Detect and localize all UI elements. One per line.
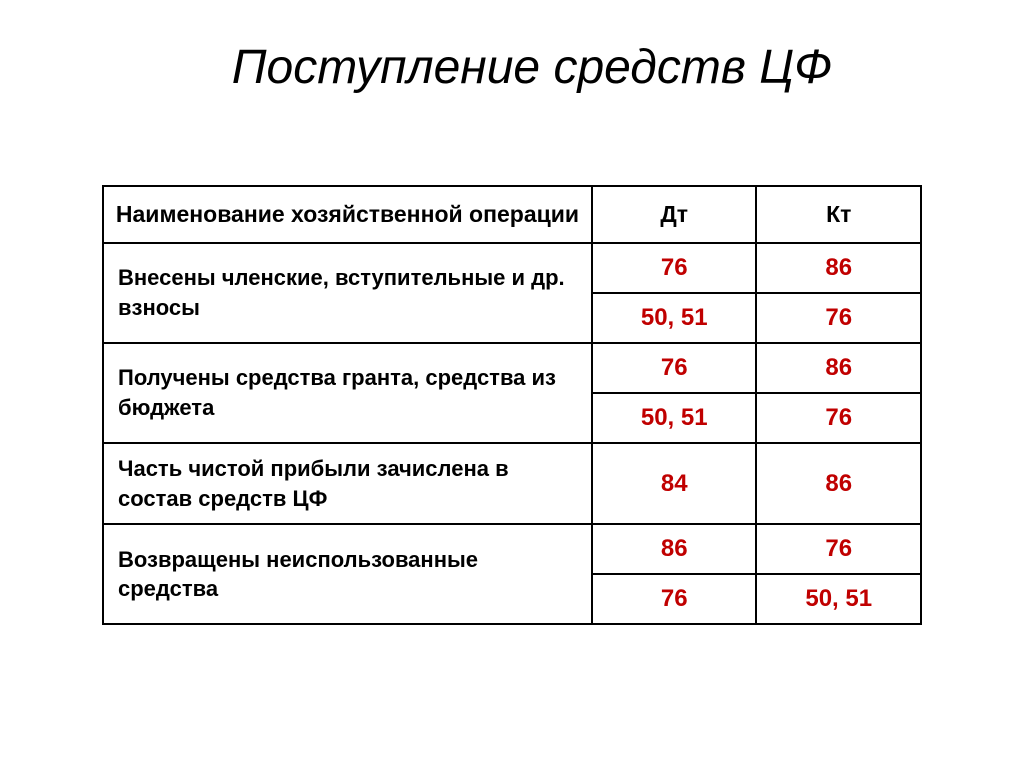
- kt-cell: 86: [756, 443, 921, 524]
- table-header-row: Наименование хозяйственной операции Дт К…: [103, 186, 921, 243]
- table-container: Наименование хозяйственной операции Дт К…: [102, 185, 922, 625]
- header-operation: Наименование хозяйственной операции: [103, 186, 592, 243]
- operation-cell: Возвращены неиспользованные средства: [103, 524, 592, 624]
- table-row: Внесены членские, вступительные и др. вз…: [103, 243, 921, 293]
- header-dt: Дт: [592, 186, 757, 243]
- dt-cell: 86: [592, 524, 757, 574]
- operation-cell: Часть чистой прибыли зачислена в состав …: [103, 443, 592, 524]
- dt-cell: 76: [592, 343, 757, 393]
- kt-cell: 86: [756, 343, 921, 393]
- dt-cell: 84: [592, 443, 757, 524]
- header-kt: Кт: [756, 186, 921, 243]
- table-row: Возвращены неиспользованные средства 86 …: [103, 524, 921, 574]
- dt-cell: 50, 51: [592, 293, 757, 343]
- table-row: Часть чистой прибыли зачислена в состав …: [103, 443, 921, 524]
- kt-cell: 50, 51: [756, 574, 921, 624]
- table-row: Получены средства гранта, средства из бю…: [103, 343, 921, 393]
- dt-cell: 76: [592, 574, 757, 624]
- kt-cell: 76: [756, 524, 921, 574]
- page-title: Поступление средств ЦФ: [90, 40, 934, 95]
- accounting-table: Наименование хозяйственной операции Дт К…: [102, 185, 922, 625]
- operation-cell: Получены средства гранта, средства из бю…: [103, 343, 592, 443]
- operation-cell: Внесены членские, вступительные и др. вз…: [103, 243, 592, 343]
- table-body: Внесены членские, вступительные и др. вз…: [103, 243, 921, 624]
- dt-cell: 50, 51: [592, 393, 757, 443]
- kt-cell: 76: [756, 393, 921, 443]
- dt-cell: 76: [592, 243, 757, 293]
- kt-cell: 86: [756, 243, 921, 293]
- kt-cell: 76: [756, 293, 921, 343]
